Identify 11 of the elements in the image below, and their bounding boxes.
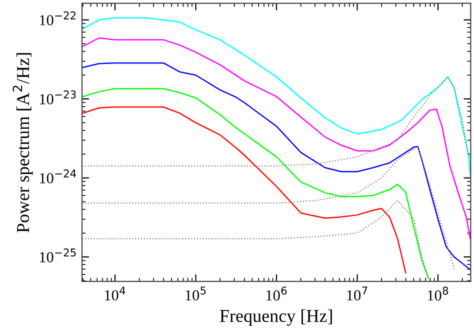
x-tick-label: 10$^{6}$ xyxy=(266,286,287,301)
x-tick-label: 10$^{4}$ xyxy=(104,286,126,300)
y-axis-title: Power spectrum [A$^{2}$/Hz] xyxy=(12,53,33,232)
x-axis-title: Frequency [Hz] xyxy=(220,309,332,326)
y-tick-label: 10$^{−24}$ xyxy=(40,169,76,184)
x-tick-label: 10$^{5}$ xyxy=(186,286,206,300)
x-tick-label: 10$^{8}$ xyxy=(428,286,448,301)
y-tick-label: 10$^{−25}$ xyxy=(40,248,76,262)
x-tick-label: 10$^{7}$ xyxy=(347,286,368,300)
y-tick-label: 10$^{−23}$ xyxy=(40,90,76,104)
y-tick-label: 10$^{−22}$ xyxy=(40,11,76,26)
